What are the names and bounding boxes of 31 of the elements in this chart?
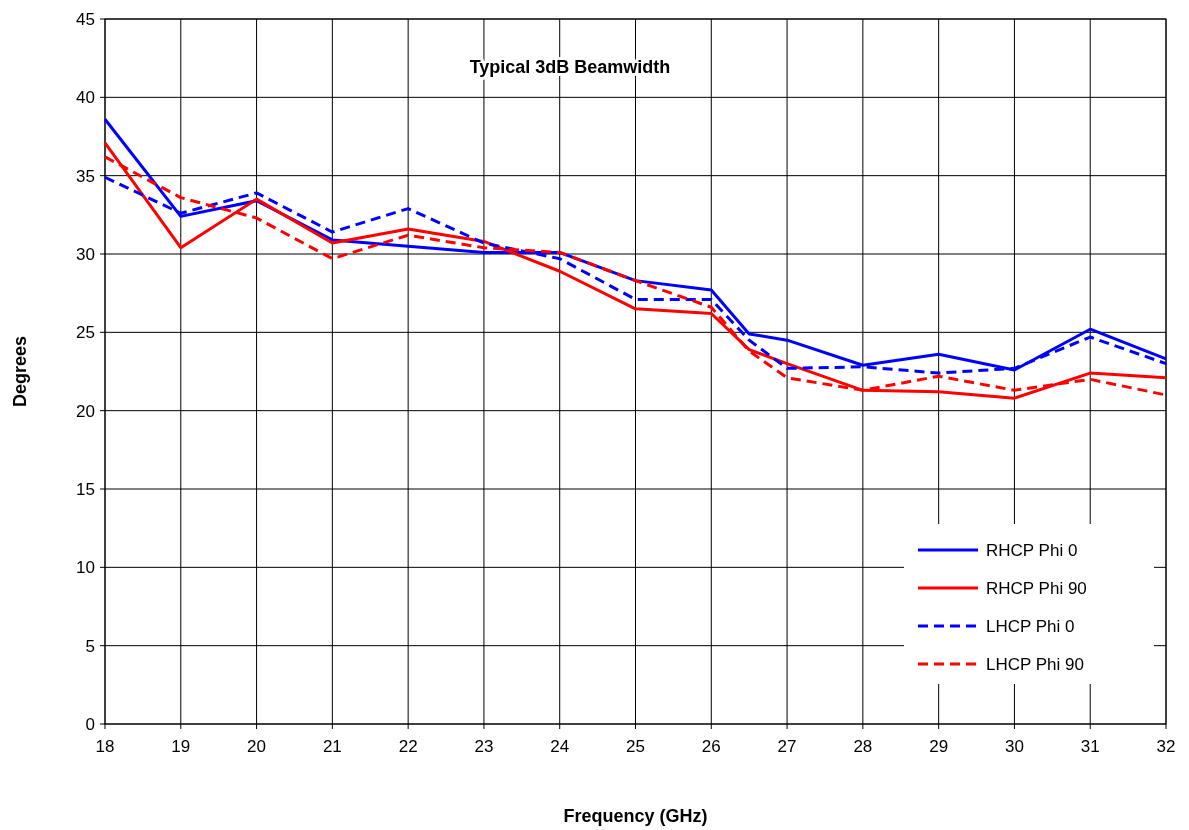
y-tick-label: 45 xyxy=(76,10,95,29)
y-tick-label: 25 xyxy=(76,323,95,343)
x-tick-label: 32 xyxy=(1156,737,1176,756)
x-tick-label: 18 xyxy=(95,737,115,756)
y-tick-label: 20 xyxy=(76,401,95,421)
x-tick-label: 30 xyxy=(1004,737,1024,756)
y-tick-label: 35 xyxy=(76,166,95,186)
x-tick-label: 27 xyxy=(777,737,797,756)
y-tick-label: 15 xyxy=(76,480,95,499)
legend-label: LHCP Phi 0 xyxy=(986,617,1075,636)
legend-label: RHCP Phi 0 xyxy=(986,541,1078,560)
y-axis-title: Degrees xyxy=(10,335,30,408)
x-tick-label: 26 xyxy=(701,737,721,756)
x-tick-label: 19 xyxy=(171,737,191,756)
x-tick-label: 29 xyxy=(929,737,949,756)
y-tick-label: 10 xyxy=(76,558,95,578)
x-tick-label: 31 xyxy=(1080,737,1100,756)
x-tick-label: 23 xyxy=(474,737,494,756)
x-axis-title: Frequency (GHz) xyxy=(563,806,708,826)
y-tick-label: 5 xyxy=(85,636,95,656)
x-tick-label: 24 xyxy=(550,737,570,756)
legend-label: LHCP Phi 90 xyxy=(986,655,1084,674)
x-tick-label: 28 xyxy=(853,737,873,756)
y-tick-label: 40 xyxy=(76,88,95,108)
y-tick-label: 30 xyxy=(76,245,95,264)
x-tick-label: 20 xyxy=(247,737,267,756)
x-tick-label: 21 xyxy=(322,737,342,756)
x-tick-label: 25 xyxy=(626,737,645,756)
y-tick-label: 0 xyxy=(85,715,95,734)
x-tick-label: 22 xyxy=(398,737,418,756)
legend-label: RHCP Phi 90 xyxy=(986,579,1087,598)
